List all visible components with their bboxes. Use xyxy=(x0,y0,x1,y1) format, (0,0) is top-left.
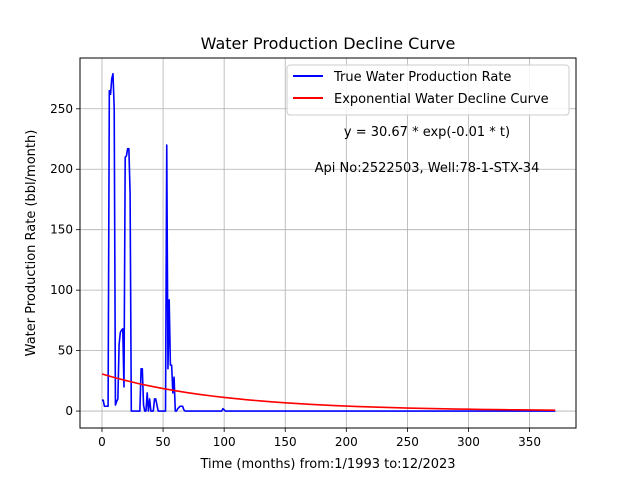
x-tick-label: 150 xyxy=(274,435,297,449)
plot-frame xyxy=(79,57,577,429)
legend: True Water Production Rate Exponential W… xyxy=(286,64,570,116)
x-tick-label: 0 xyxy=(98,435,106,449)
y-tick-label: 200 xyxy=(50,162,73,176)
y-tick-label: 250 xyxy=(50,102,73,116)
y-tick-label: 150 xyxy=(50,223,73,237)
x-axis-label: Time (months) from:1/1993 to:12/2023 xyxy=(199,457,455,472)
x-tick-label: 200 xyxy=(335,435,358,449)
x-axis: 0 50 100 150 200 250 300 350 xyxy=(98,428,541,449)
legend-label-true-rate: True Water Production Rate xyxy=(333,70,511,85)
y-axis-label: Water Production Rate (bbl/month) xyxy=(24,130,39,357)
chart-title: Water Production Decline Curve xyxy=(201,34,456,53)
legend-box xyxy=(286,64,570,116)
x-tick-label: 350 xyxy=(518,435,541,449)
series-layer xyxy=(101,72,556,412)
exponential-decline-curve-line xyxy=(101,373,556,411)
well-annotation: Api No:2522503, Well:78-1-STX-34 xyxy=(315,161,540,176)
x-tick-label: 100 xyxy=(213,435,236,449)
y-tick-label: 100 xyxy=(50,283,73,297)
true-water-production-line xyxy=(101,72,556,412)
y-tick-label: 50 xyxy=(58,344,73,358)
x-tick-label: 250 xyxy=(396,435,419,449)
legend-label-decline-curve: Exponential Water Decline Curve xyxy=(334,92,549,107)
x-tick-label: 300 xyxy=(457,435,480,449)
equation-annotation: y = 30.67 * exp(-0.01 * t) xyxy=(344,125,510,140)
y-tick-label: 0 xyxy=(65,404,73,418)
x-tick-label: 50 xyxy=(155,435,170,449)
y-axis: 0 50 100 150 200 250 xyxy=(50,102,80,418)
